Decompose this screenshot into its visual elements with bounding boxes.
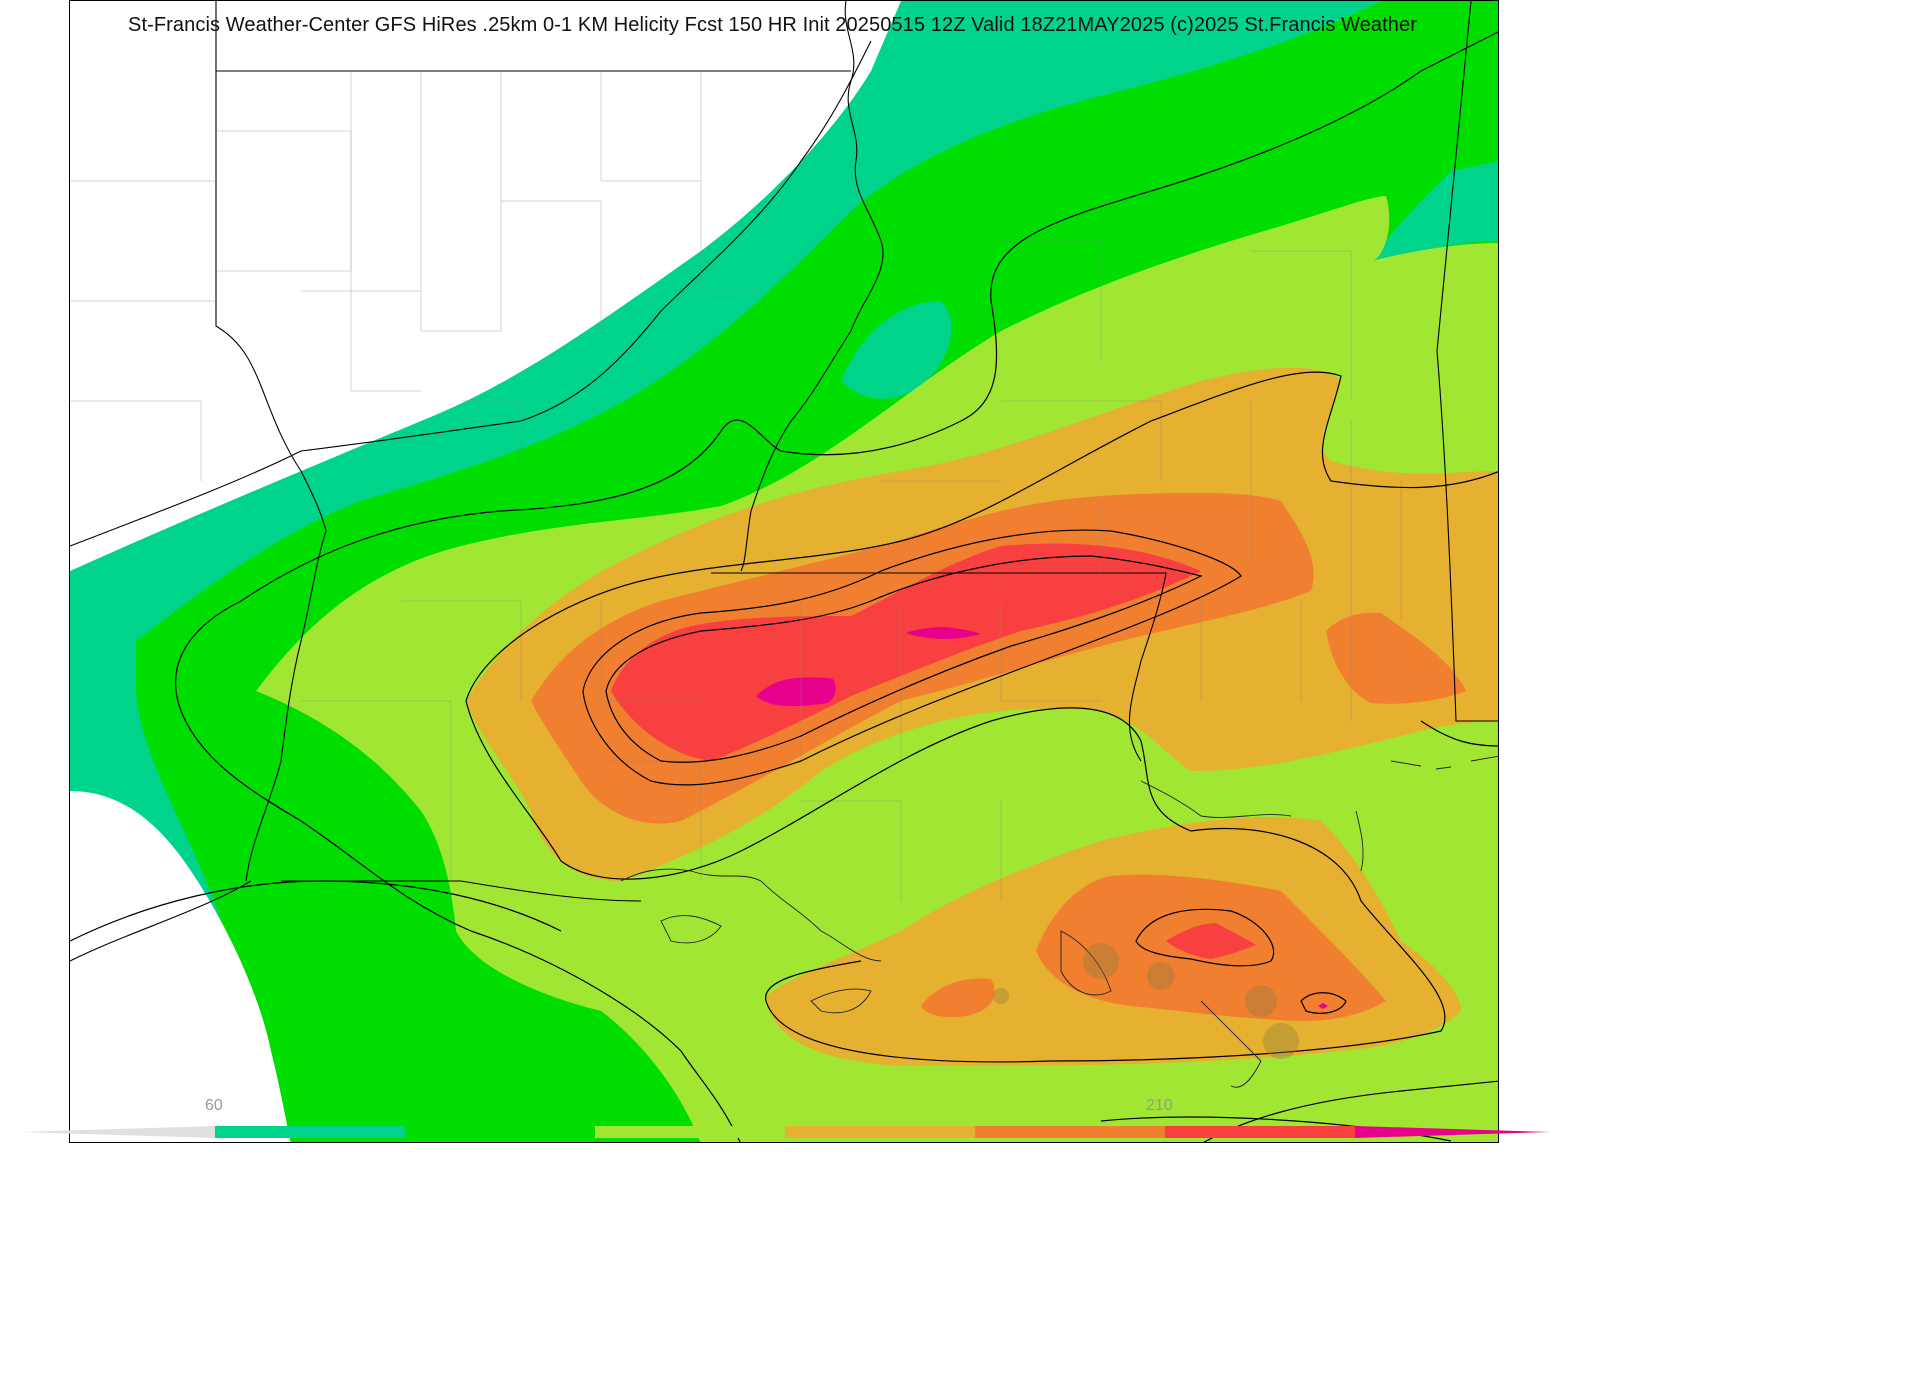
state-border-southwest	[70, 40, 872, 547]
coastal-detail	[993, 943, 1299, 1059]
colorbar-swatch-1	[215, 1126, 405, 1138]
helicity-contour-lines	[70, 31, 1498, 1142]
contour-line-mid-south	[465, 700, 1446, 1063]
colorbar-swatch-3	[595, 1126, 785, 1138]
state-border-west	[215, 71, 327, 882]
state-border-east	[1436, 1, 1498, 722]
contour-fill-magenta-3	[1318, 1003, 1328, 1009]
county-lines	[70, 71, 1402, 901]
contour-fill-magenta-2	[906, 627, 981, 639]
colorbar-swatch-2	[405, 1126, 595, 1138]
contour-line-mid	[465, 371, 1498, 702]
contour-fill-red	[611, 543, 1201, 761]
map-canvas	[70, 1, 1498, 1142]
colorbar-extend-left	[20, 1126, 215, 1138]
colorbar-swatch-4	[785, 1126, 975, 1138]
colorbar-label-60: 60	[205, 1097, 223, 1114]
state-border-river-east	[740, 1, 884, 572]
contour-fill-teal-upper-right	[1371, 161, 1498, 261]
colorbar-swatch-5	[975, 1126, 1165, 1138]
contour-line-innermost	[605, 555, 1203, 763]
contour-line-outer	[174, 31, 1498, 712]
contour-fill-red-south	[1166, 923, 1256, 959]
contour-fill-orange-east	[1326, 612, 1466, 704]
contour-fill-orange-southwest	[921, 978, 995, 1018]
contour-line-south-inner	[1135, 908, 1275, 967]
helicity-map	[69, 0, 1499, 1143]
contour-line-south-small	[1300, 992, 1347, 1014]
colorbar-swatch-6	[1165, 1126, 1355, 1138]
state-borders	[70, 1, 1498, 962]
contour-line-inner	[582, 529, 1242, 786]
coastline	[620, 755, 1498, 1088]
contour-fill-teal-hole	[841, 301, 952, 399]
contour-line-west-lower	[70, 880, 562, 942]
state-border-horizontal-mid	[711, 572, 1167, 762]
colorbar-extend-right	[1355, 1126, 1550, 1138]
state-border-southwest-lower	[70, 880, 252, 962]
state-border-central	[281, 880, 642, 902]
contour-fill-magenta	[756, 677, 836, 707]
colorbar	[20, 1126, 1550, 1138]
contour-line-outer-south	[180, 710, 741, 1142]
map-title: St-Francis Weather-Center GFS HiRes .25k…	[128, 14, 1418, 36]
unshaded-area-southwest	[70, 791, 291, 1142]
contour-line-east	[1420, 720, 1498, 747]
colorbar-label-210: 210	[1146, 1097, 1173, 1114]
contour-fill-yellowgreen-hole	[1011, 721, 1135, 813]
